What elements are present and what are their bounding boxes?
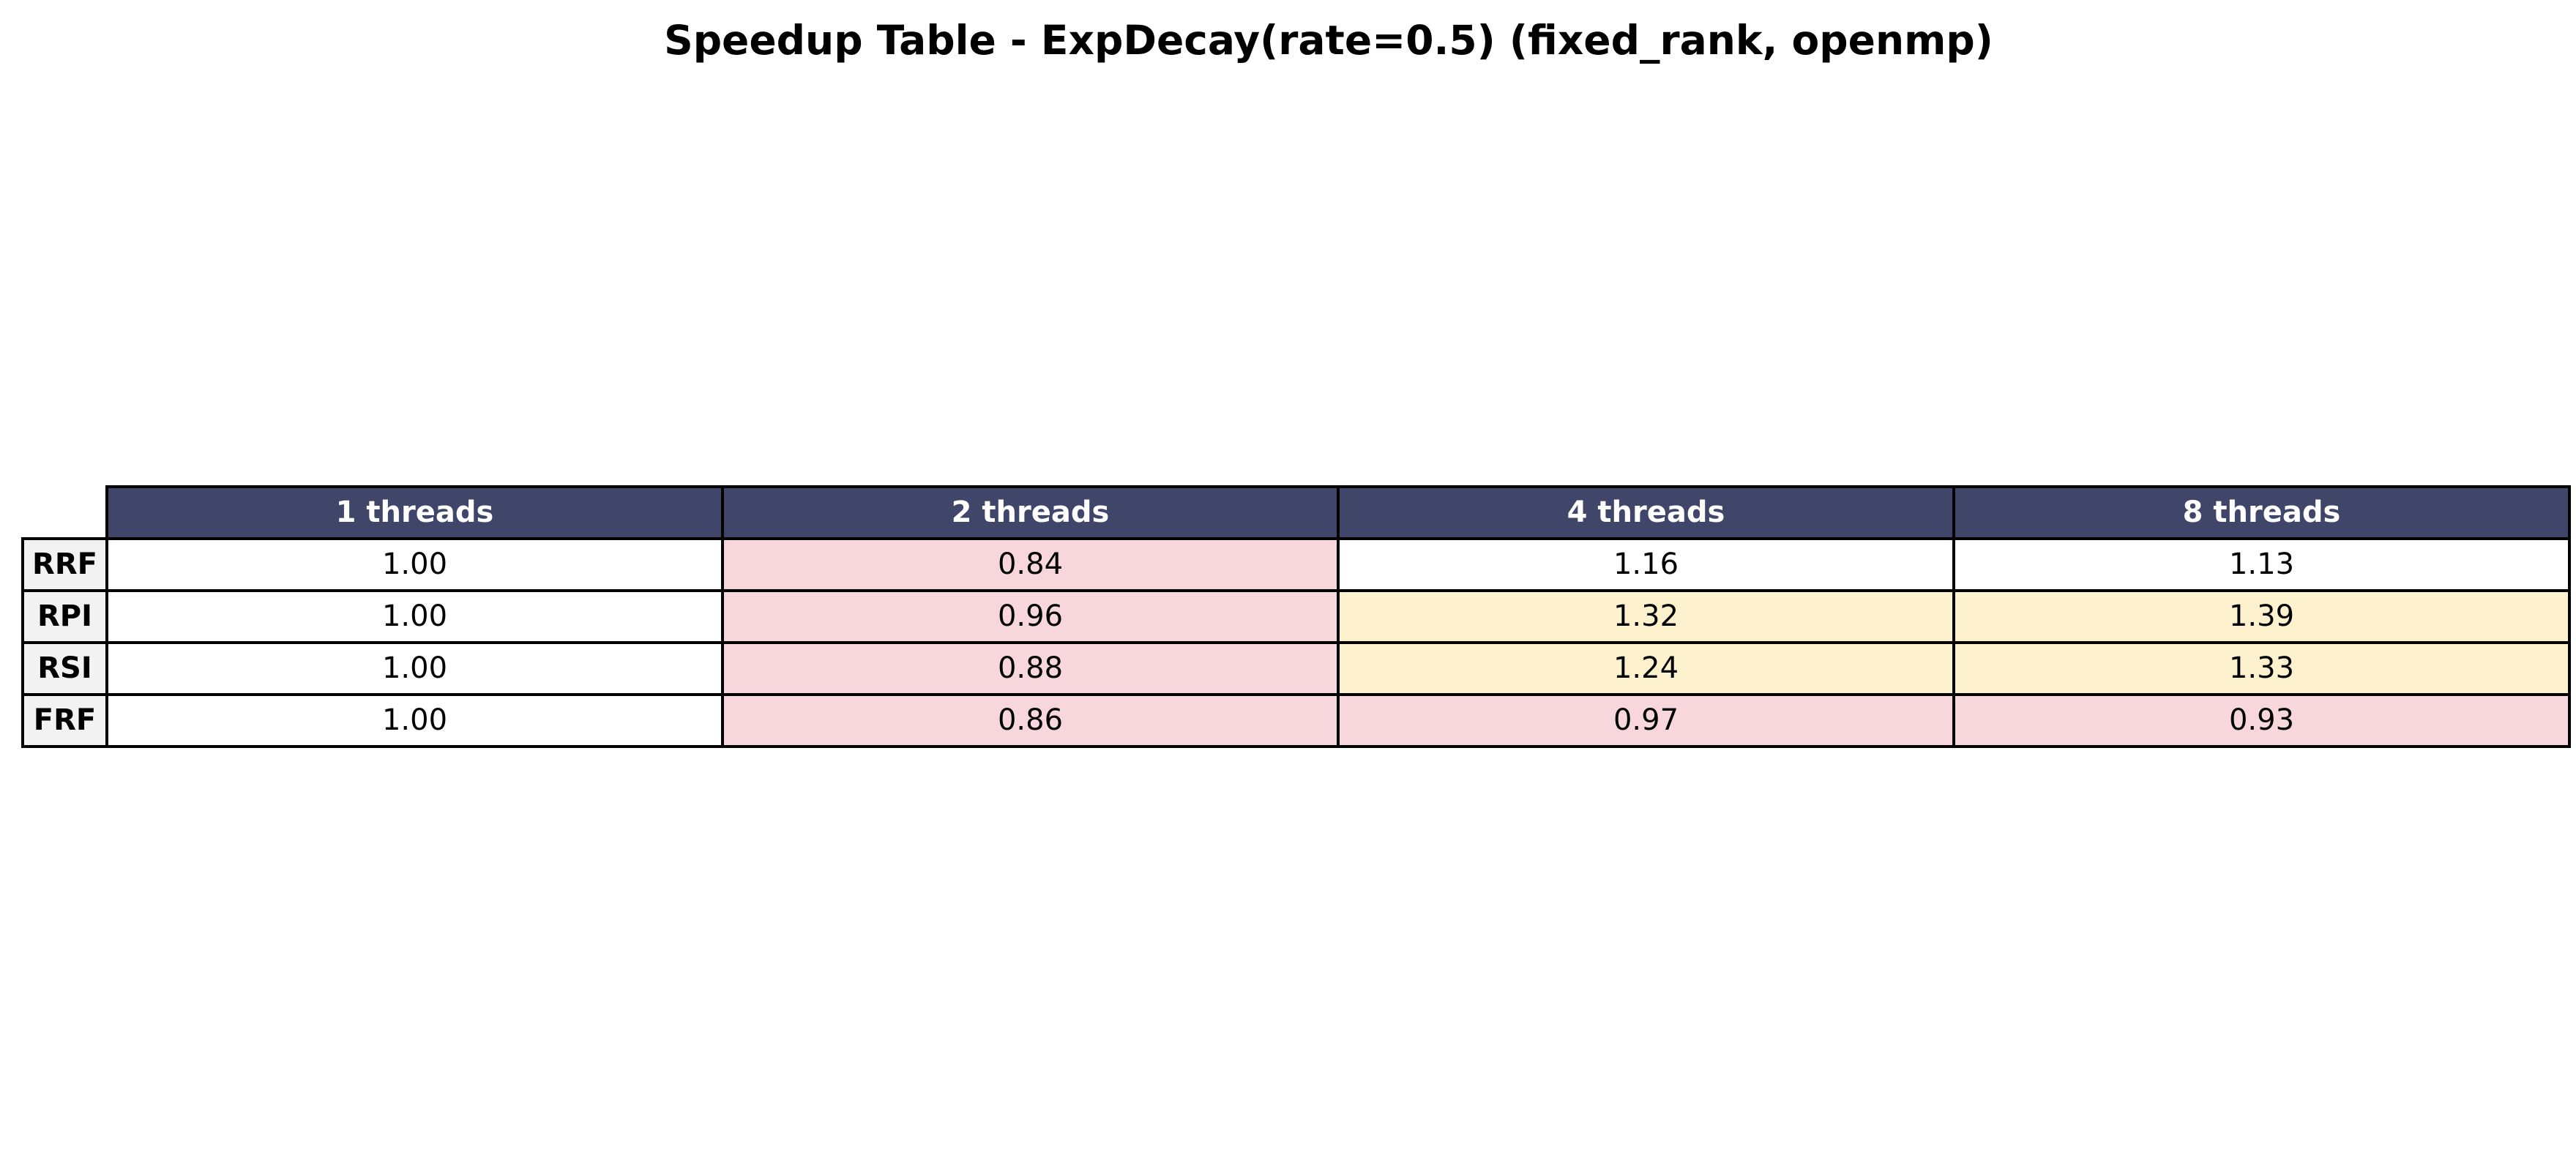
table-row-frf: FRF 1.00 0.86 0.97 0.93 bbox=[21, 693, 2571, 748]
row-label-rpi: RPI bbox=[21, 589, 108, 644]
table-cell: 1.13 bbox=[1952, 537, 2571, 592]
table-cell: 0.97 bbox=[1337, 693, 1955, 748]
column-header-4-threads: 4 threads bbox=[1337, 485, 1955, 540]
row-label-frf: FRF bbox=[21, 693, 108, 748]
table-cell: 0.93 bbox=[1952, 693, 2571, 748]
row-label-rsi: RSI bbox=[21, 641, 108, 696]
table-cell: 0.84 bbox=[721, 537, 1340, 592]
column-header-2-threads: 2 threads bbox=[721, 485, 1340, 540]
table-cell: 1.24 bbox=[1337, 641, 1955, 696]
table-cell: 0.96 bbox=[721, 589, 1340, 644]
table-cell: 1.00 bbox=[105, 693, 724, 748]
table-row-rrf: RRF 1.00 0.84 1.16 1.13 bbox=[21, 537, 2571, 592]
speedup-table: 1 threads 2 threads 4 threads 8 threads … bbox=[21, 485, 2571, 748]
table-cell: 1.39 bbox=[1952, 589, 2571, 644]
table-cell: 1.00 bbox=[105, 537, 724, 592]
table-cell: 1.00 bbox=[105, 589, 724, 644]
row-label-rrf: RRF bbox=[21, 537, 108, 592]
chart-title: Speedup Table - ExpDecay(rate=0.5) (fixe… bbox=[664, 17, 1993, 64]
column-header-1-threads: 1 threads bbox=[105, 485, 724, 540]
table-cell: 1.00 bbox=[105, 641, 724, 696]
table-cell: 1.16 bbox=[1337, 537, 1955, 592]
corner-cell bbox=[23, 487, 107, 539]
table-row-rsi: RSI 1.00 0.88 1.24 1.33 bbox=[21, 641, 2571, 696]
table-cell: 0.88 bbox=[721, 641, 1340, 696]
column-header-8-threads: 8 threads bbox=[1952, 485, 2571, 540]
header-row: 1 threads 2 threads 4 threads 8 threads bbox=[23, 485, 2571, 540]
table-row-rpi: RPI 1.00 0.96 1.32 1.39 bbox=[21, 589, 2571, 644]
table-cell: 1.33 bbox=[1952, 641, 2571, 696]
table-cell: 1.32 bbox=[1337, 589, 1955, 644]
table-cell: 0.86 bbox=[721, 693, 1340, 748]
